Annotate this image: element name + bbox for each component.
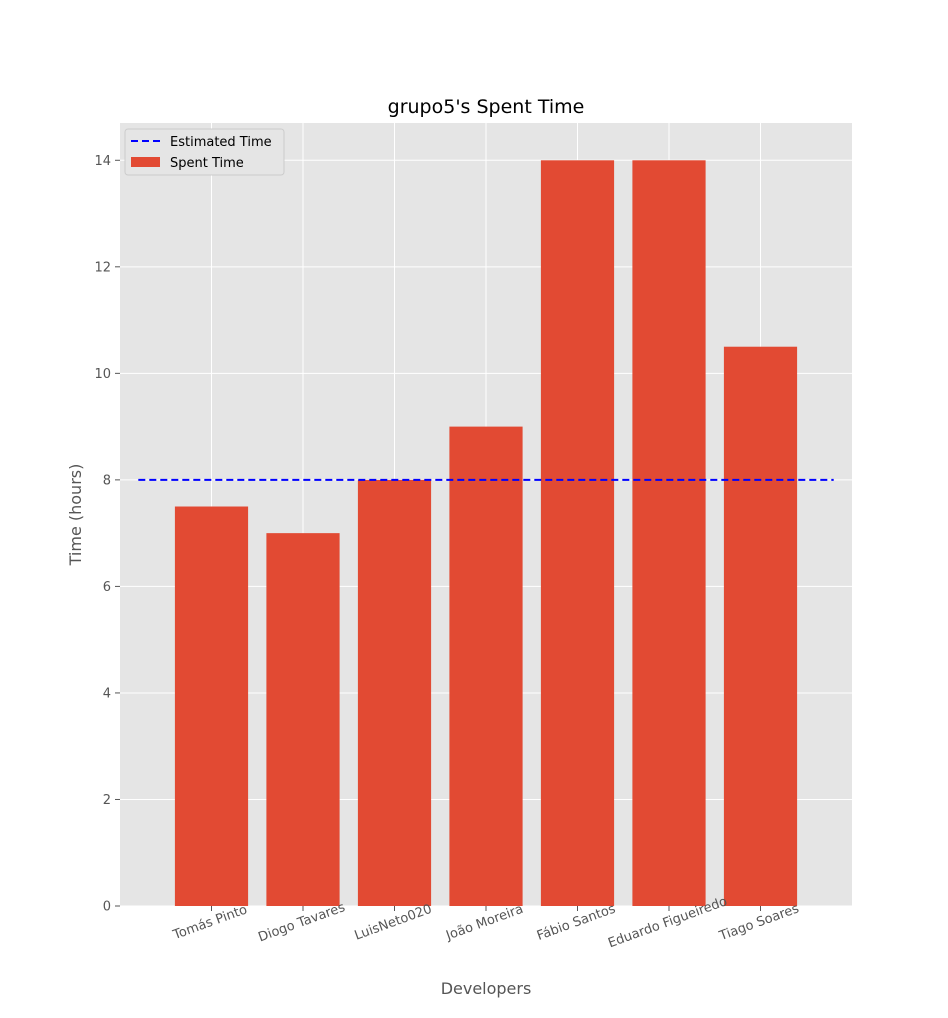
bar: [632, 160, 706, 907]
bar: [357, 479, 432, 906]
y-axis-ticks: 0 2 4 6 8 10 12 14: [94, 154, 120, 915]
bar: [540, 160, 615, 907]
y-tick-label: 0: [103, 900, 111, 915]
y-tick-label: 10: [94, 367, 111, 382]
y-axis-label: Time (hours): [66, 464, 85, 567]
legend-box: [124, 128, 285, 176]
x-tick-label: LuisNeto020: [353, 902, 434, 944]
bar: [266, 533, 340, 906]
y-tick-label: 14: [94, 154, 111, 169]
x-tick-label: João Moreira: [443, 902, 525, 944]
y-tick-label: 2: [103, 793, 111, 808]
bar: [449, 426, 523, 906]
legend-estimated-label: Estimated Time: [170, 135, 272, 150]
bar: [174, 506, 249, 906]
bar: [723, 346, 798, 906]
x-tick-label: Tomás Pinto: [170, 902, 249, 943]
x-tick-label: Tiago Soares: [717, 901, 802, 944]
x-tick-label: Diogo Tavares: [256, 900, 347, 945]
chart-title: grupo5's Spent Time: [388, 96, 585, 118]
y-tick-label: 4: [103, 686, 111, 701]
y-tick-label: 12: [94, 260, 111, 275]
y-tick-label: 8: [103, 473, 111, 488]
bars: [174, 160, 798, 907]
y-tick-label: 6: [103, 580, 111, 595]
x-axis-label: Developers: [441, 979, 532, 998]
legend-spent-swatch: [131, 157, 160, 167]
legend: Estimated Time Spent Time: [124, 128, 285, 176]
legend-spent-label: Spent Time: [170, 156, 244, 171]
